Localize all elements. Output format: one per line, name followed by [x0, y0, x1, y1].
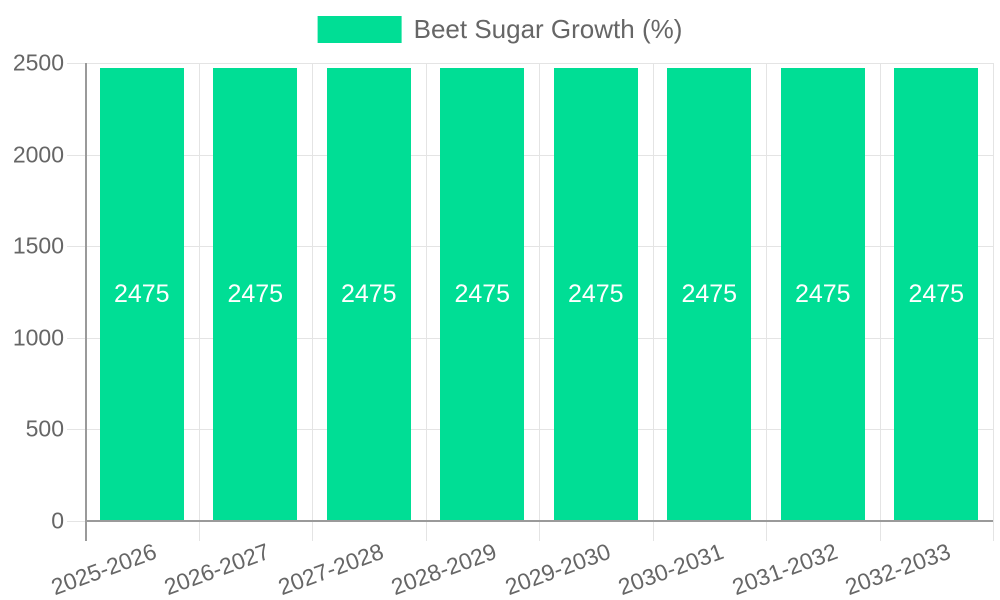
x-gridline [312, 63, 313, 541]
bar: 2475 [99, 67, 184, 521]
bar: 2475 [780, 67, 865, 521]
bar: 2475 [553, 67, 638, 521]
y-tick-label: 1500 [12, 232, 64, 259]
legend-item[interactable]: Beet Sugar Growth (%) [317, 14, 683, 45]
bar: 2475 [213, 67, 298, 521]
bar-value-label: 2475 [113, 279, 170, 308]
y-tick-label: 500 [25, 415, 64, 442]
x-gridline [879, 63, 881, 541]
bar-value-label: 2475 [227, 279, 284, 308]
bar-value-label: 2475 [567, 279, 624, 308]
bar: 2475 [667, 67, 752, 521]
x-gridline [425, 63, 427, 541]
x-tick-label: 2028-2029 [387, 538, 501, 600]
y-gridline [67, 246, 993, 248]
y-tick-label: 2000 [12, 141, 64, 168]
x-tick-label: 2030-2031 [614, 538, 728, 600]
x-tick-label: 2029-2030 [501, 538, 614, 600]
y-tick [67, 521, 85, 522]
legend-swatch [317, 16, 402, 43]
y-tick-label: 1000 [12, 324, 64, 351]
x-tick-label: 2025-2026 [47, 538, 160, 600]
bar-value-label: 2475 [340, 279, 397, 308]
y-gridline [67, 63, 993, 64]
legend-label: Beet Sugar Growth (%) [413, 14, 683, 44]
bar-value-label: 2475 [454, 279, 511, 308]
bar: 2475 [894, 67, 979, 521]
x-gridline [766, 63, 767, 541]
x-gridline [652, 63, 654, 541]
bar-value-label: 2475 [794, 279, 851, 308]
y-gridline [67, 429, 993, 431]
y-gridline [67, 337, 993, 339]
x-tick-label: 2026-2027 [160, 538, 274, 600]
y-axis-line [85, 63, 87, 541]
bar-value-label: 2475 [681, 279, 738, 308]
bar-value-label: 2475 [908, 279, 965, 308]
y-gridline [67, 154, 993, 156]
x-tick-label: 2031-2032 [728, 538, 841, 600]
bar: 2475 [326, 67, 411, 521]
bar: 2475 [440, 67, 525, 521]
x-gridline [539, 63, 540, 541]
y-tick-label: 0 [51, 507, 64, 534]
x-tick-label: 2032-2033 [841, 538, 955, 600]
x-axis-line [85, 520, 993, 522]
y-tick-label: 2500 [12, 49, 64, 76]
x-gridline [198, 63, 200, 541]
x-tick-label: 2027-2028 [274, 538, 387, 600]
x-gridline [993, 63, 994, 541]
